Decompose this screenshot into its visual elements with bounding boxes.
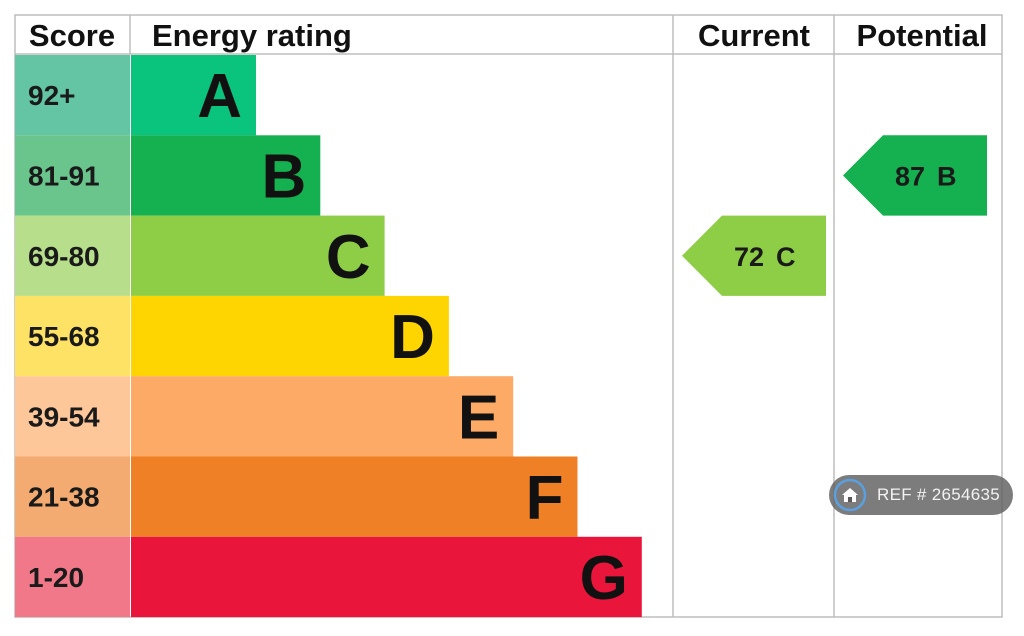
- rating-arrows: 72 C 87 B: [682, 135, 987, 296]
- score-label-g: 1-20: [28, 562, 84, 593]
- ref-badge: REF # 2654635: [829, 475, 1013, 515]
- header-score: Score: [29, 18, 115, 53]
- potential-arrow: [843, 135, 987, 216]
- band-bar-d: [131, 295, 449, 377]
- score-cell-d: [15, 295, 130, 377]
- band-letter-f: F: [526, 464, 564, 533]
- current-letter: C: [776, 242, 796, 272]
- score-label-a: 92+: [28, 80, 76, 111]
- ref-label: REF # 2654635: [877, 485, 1000, 504]
- score-cell-f: [15, 456, 130, 537]
- band-bar-e: [131, 376, 514, 457]
- score-label-d: 55-68: [28, 321, 100, 352]
- band-letter-a: A: [197, 62, 242, 131]
- band-letter-c: C: [326, 223, 371, 292]
- potential-letter: B: [937, 161, 957, 191]
- band-bar-b: [131, 135, 321, 216]
- score-cell-g: [15, 536, 130, 618]
- header-current: Current: [698, 18, 810, 53]
- current-value: 72: [734, 242, 764, 272]
- band-bar-f: [131, 456, 578, 537]
- band-bar-g: [131, 536, 642, 618]
- band-bar-a: [131, 55, 256, 136]
- current-arrow: [682, 215, 826, 296]
- score-cell-a: [15, 55, 130, 136]
- score-label-e: 39-54: [28, 401, 100, 432]
- score-cell-b: [15, 135, 130, 216]
- band-letter-e: E: [458, 383, 499, 452]
- band-letter-b: B: [262, 142, 307, 211]
- score-cell-c: [15, 215, 130, 296]
- score-label-b: 81-91: [28, 160, 100, 191]
- header-potential: Potential: [857, 18, 988, 53]
- score-label-f: 21-38: [28, 482, 100, 513]
- home-icon: [833, 478, 867, 512]
- score-cell-e: [15, 376, 130, 457]
- header-energy-rating: Energy rating: [152, 18, 352, 53]
- band-letter-g: G: [580, 544, 628, 613]
- band-bar-c: [131, 215, 385, 296]
- potential-value: 87: [895, 161, 925, 191]
- score-label-c: 69-80: [28, 241, 100, 272]
- rating-bands: 92+ A 81-91 B 69-80 C 55-68 D 39-54 E 21-38 F 1-20 G: [15, 55, 642, 618]
- band-letter-d: D: [390, 303, 435, 372]
